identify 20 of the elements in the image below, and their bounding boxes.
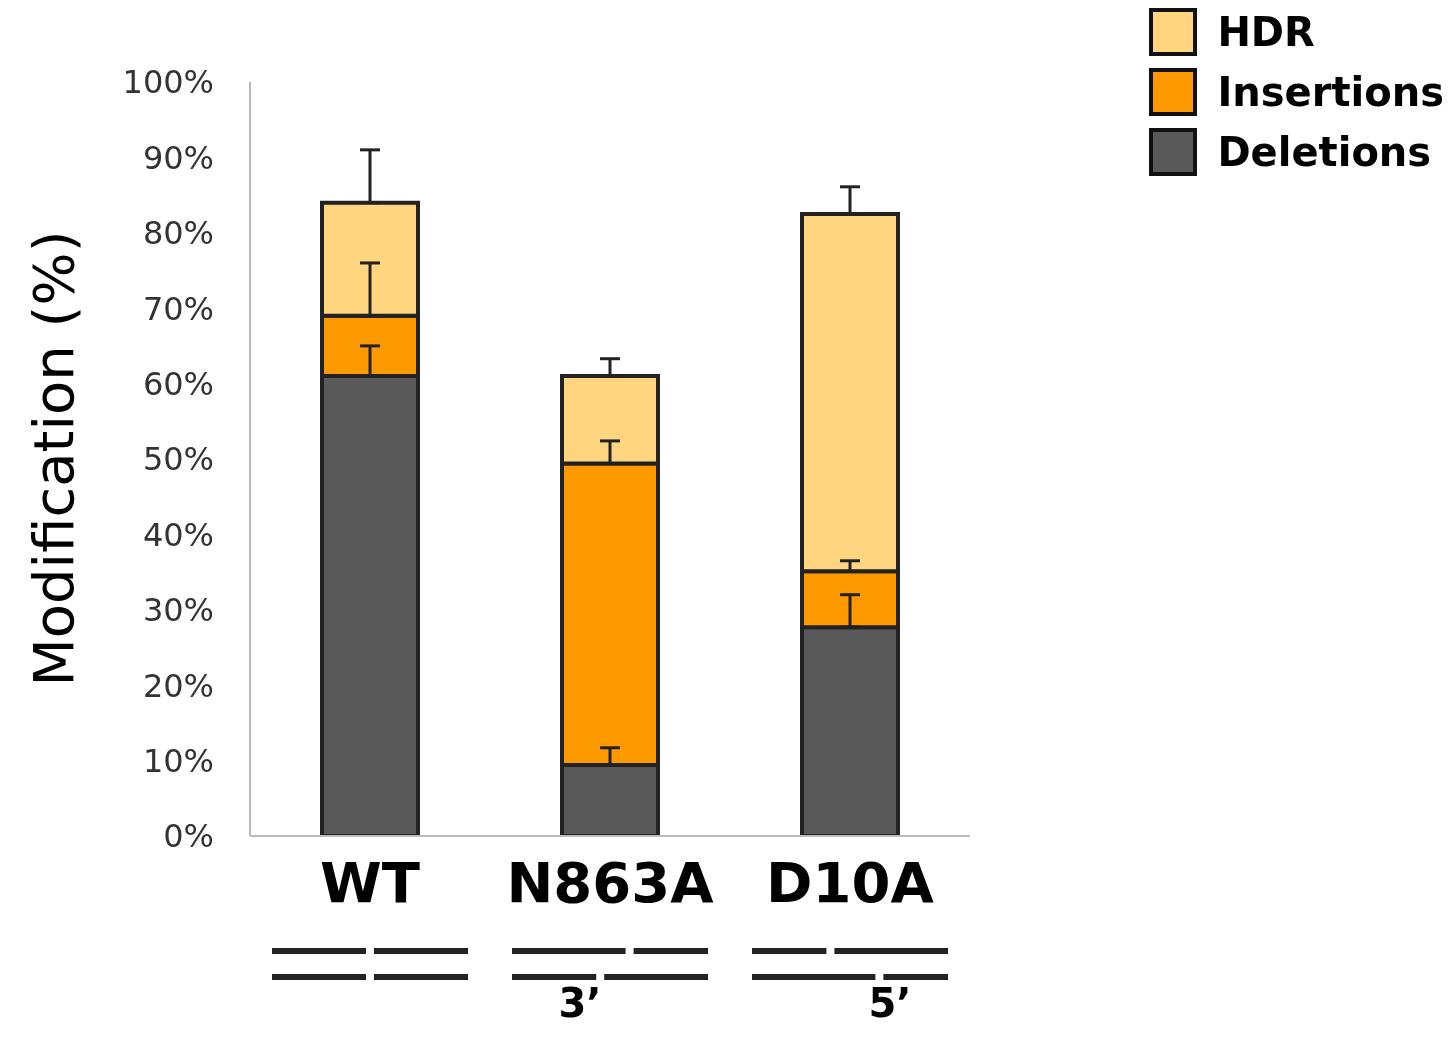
y-tick-label: 80% <box>142 214 214 253</box>
y-tick-label: 20% <box>142 666 214 705</box>
y-tick-label: 40% <box>142 515 214 554</box>
x-tick-label: N863A <box>506 849 715 915</box>
y-tick-label: 10% <box>142 741 214 780</box>
y-tick-label: 50% <box>142 440 214 479</box>
y-tick-label: 0% <box>163 817 214 856</box>
y-tick-label: 100% <box>122 63 214 102</box>
y-tick-label: 30% <box>142 591 214 630</box>
y-tick-label: 90% <box>142 138 214 177</box>
text: 5’ <box>867 980 913 1026</box>
text: 3’ <box>557 980 603 1026</box>
legend-label: Deletions <box>1217 129 1432 175</box>
x-tick-label: WT <box>320 849 420 915</box>
y-tick-label: 60% <box>142 364 214 403</box>
legend-label: HDR <box>1217 9 1315 55</box>
y-axis-title: Modification (%) <box>20 229 86 687</box>
y-tick-label: 70% <box>142 289 214 328</box>
legend-label: Insertions <box>1217 69 1444 115</box>
x-tick-label: D10A <box>766 849 935 915</box>
